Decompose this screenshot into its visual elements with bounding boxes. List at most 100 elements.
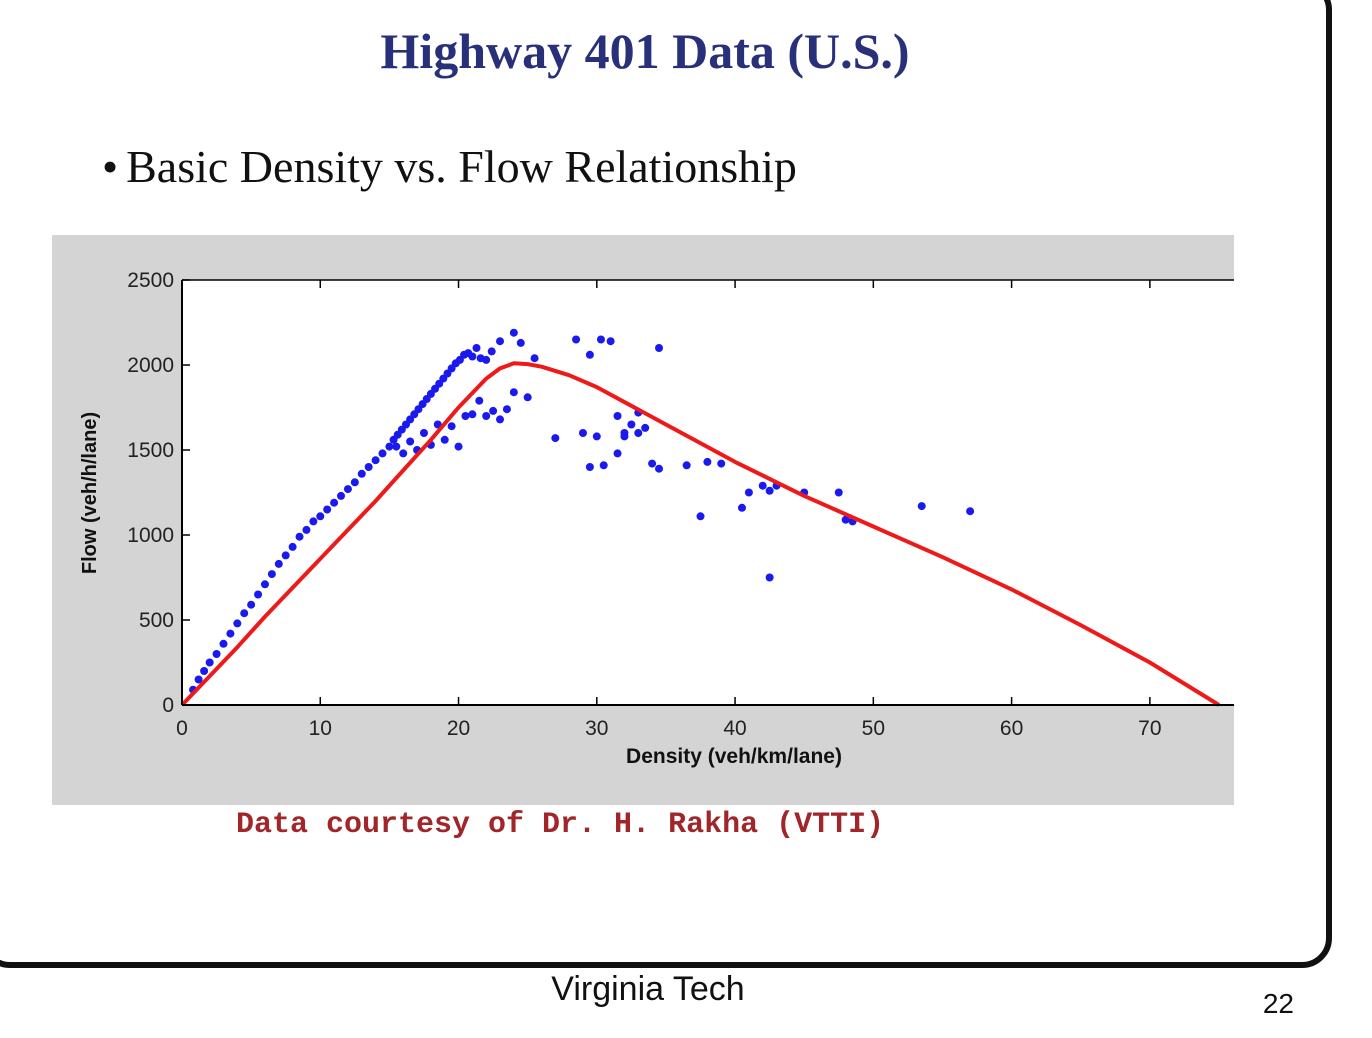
data-point [447, 422, 456, 431]
data-point [917, 502, 926, 511]
data-point [343, 485, 352, 494]
data-point [592, 432, 601, 441]
data-point [267, 570, 276, 579]
data-point [509, 328, 518, 337]
data-point [260, 580, 269, 589]
data-point [247, 600, 256, 609]
data-point [419, 429, 428, 437]
data-point [634, 429, 643, 437]
data-point [509, 388, 518, 397]
data-point [599, 461, 608, 470]
data-point [516, 338, 525, 347]
data-point [655, 464, 664, 473]
data-point [472, 344, 481, 352]
bullet-text: Basic Density vs. Flow Relationship [126, 141, 797, 192]
data-point [627, 420, 636, 429]
data-point [841, 515, 850, 524]
data-credit: Data courtesy of Dr. H. Rakha (VTTI) [236, 808, 885, 842]
chart-panel: 0 10 20 30 40 50 60 70 0 500 1000 1500 2000 2500 Dens… [52, 235, 1234, 805]
bullet-dot-icon: • [102, 141, 119, 192]
data-point [323, 505, 332, 514]
data-point [406, 437, 415, 446]
data-point [371, 456, 380, 465]
data-point [648, 459, 657, 468]
y-tick-label: 1500 [127, 439, 174, 462]
data-point [200, 667, 209, 675]
data-point [212, 650, 221, 658]
data-point [641, 423, 650, 432]
x-tick-label: 10 [309, 717, 332, 740]
x-tick-label: 60 [1000, 717, 1023, 740]
data-point [578, 429, 587, 437]
data-point [572, 335, 581, 344]
data-point [523, 393, 532, 402]
data-point [205, 658, 214, 667]
data-point [696, 512, 705, 521]
bullet-item: • Basic Density vs. Flow Relationship [102, 140, 797, 193]
x-axis-label: Density (veh/km/lane) [626, 745, 842, 768]
data-point [737, 503, 746, 512]
data-point [378, 449, 387, 458]
data-point [682, 461, 691, 470]
data-point [487, 347, 496, 356]
data-point [350, 478, 359, 487]
data-point [496, 337, 505, 346]
data-point [585, 350, 594, 359]
data-point [966, 507, 975, 516]
data-point [613, 412, 622, 420]
y-tick-label: 1000 [127, 524, 174, 547]
y-axis-label: Flow (veh/h/lane) [79, 412, 101, 574]
data-point [489, 406, 498, 415]
slide-title: Highway 401 Data (U.S.) [380, 23, 910, 79]
data-point [468, 410, 477, 419]
x-tick-label: 0 [176, 717, 188, 740]
data-point [468, 352, 477, 361]
data-point [703, 457, 712, 466]
data-point [316, 512, 325, 521]
fitted-curve [180, 361, 1221, 707]
data-point [551, 434, 560, 443]
x-tick-label: 70 [1138, 717, 1161, 740]
data-point [596, 335, 605, 344]
data-point [620, 432, 629, 441]
data-point [399, 449, 408, 458]
footer-institution: Virginia Tech [551, 970, 745, 1008]
data-point [613, 449, 622, 458]
data-point [364, 463, 373, 471]
page-number: 22 [1262, 988, 1294, 1019]
x-tick-label: 30 [585, 717, 608, 740]
data-point [502, 405, 511, 414]
y-tick-label: 2000 [127, 354, 174, 377]
data-point [834, 488, 843, 497]
data-point [337, 491, 346, 500]
data-point [717, 459, 726, 468]
data-point [240, 609, 249, 618]
y-tick-label: 500 [139, 609, 174, 632]
data-point [194, 675, 203, 684]
data-point [309, 517, 318, 526]
data-point [482, 412, 491, 420]
y-tick-label: 2500 [127, 269, 174, 292]
data-point [585, 463, 594, 471]
data-point [330, 498, 339, 507]
y-tick-label: 0 [162, 694, 174, 717]
data-point [281, 551, 290, 560]
data-point [655, 344, 664, 352]
plot-area [182, 280, 1234, 705]
data-point [530, 354, 539, 363]
data-point [758, 481, 767, 490]
data-point [226, 629, 235, 638]
data-point [454, 442, 463, 451]
data-point [482, 355, 491, 364]
data-point [233, 619, 242, 628]
data-point [606, 337, 615, 346]
x-tick-label: 50 [862, 717, 885, 740]
density-flow-chart: 0 10 20 30 40 50 60 70 0 500 1000 1500 2000 2500 Dens… [79, 269, 1234, 768]
data-point [219, 639, 228, 648]
data-point [765, 573, 774, 582]
data-point [496, 415, 505, 424]
data-point [274, 559, 283, 568]
data-point [461, 412, 470, 420]
data-point [385, 442, 394, 451]
data-point [765, 486, 774, 495]
